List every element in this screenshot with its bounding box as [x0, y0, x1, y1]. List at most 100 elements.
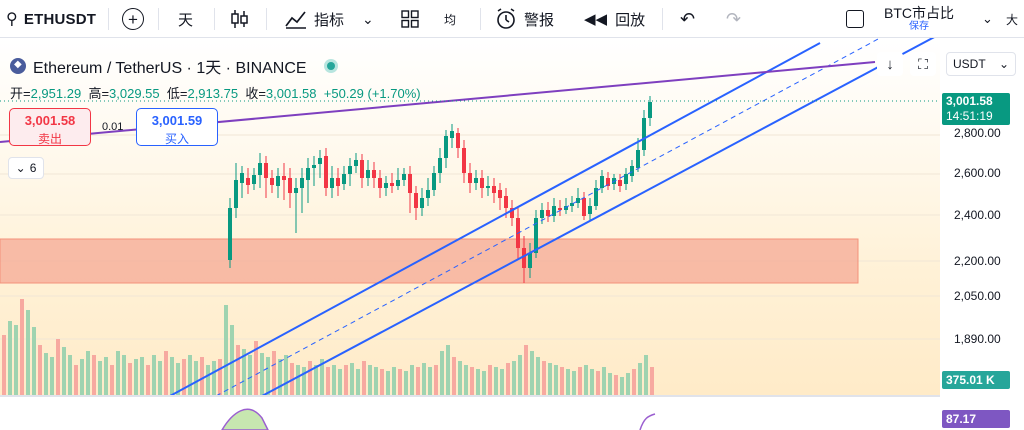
volume-bar: [302, 367, 306, 395]
volume-bar: [614, 375, 618, 395]
alert-button[interactable]: 警报: [494, 0, 554, 38]
checkbox-icon: [846, 10, 864, 28]
candle-body: [504, 196, 508, 208]
scroll-to-latest-button[interactable]: ↓: [877, 52, 903, 76]
redo-button[interactable]: ↷: [726, 0, 741, 38]
candle-body: [300, 178, 304, 188]
divider: [266, 8, 267, 30]
volume-bar: [536, 357, 540, 395]
price-chart[interactable]: [0, 38, 940, 430]
layout-button[interactable]: [400, 0, 420, 38]
volume-bar: [272, 351, 276, 395]
axis-tick: 1,890.00: [954, 332, 1001, 346]
average-button[interactable]: 均: [444, 0, 456, 38]
fullscreen-toggle-button[interactable]: ⛶: [910, 52, 936, 76]
symbol-search[interactable]: ⚲ ETHUSDT: [6, 0, 96, 38]
volume-bar: [68, 355, 72, 395]
volume-bar: [500, 369, 504, 395]
candle-body: [522, 248, 526, 268]
volume-bar: [74, 365, 78, 395]
sell-button[interactable]: 3,001.58 卖出: [9, 108, 91, 146]
candle-body: [384, 183, 388, 188]
chevron-down-icon: ⌄: [362, 10, 374, 27]
alert-label: 警报: [524, 11, 555, 29]
spread-value: 0.01: [102, 121, 124, 133]
symbol-legend[interactable]: Ethereum / TetherUS · 1天 · BINANCE: [10, 54, 335, 78]
candle-body: [450, 131, 454, 138]
volume-bar: [230, 325, 234, 395]
sell-label: 卖出: [37, 132, 62, 146]
divider: [108, 8, 109, 30]
volume-bar: [320, 359, 324, 395]
volume-bar: [86, 351, 90, 395]
volume-bar: [488, 365, 492, 395]
chevron-down-icon: ⌄: [982, 11, 993, 26]
candle-body: [312, 165, 316, 168]
candle-body: [468, 173, 472, 183]
candle-body: [600, 176, 604, 188]
chart-type-button[interactable]: [230, 0, 250, 38]
volume-bar: [602, 367, 606, 395]
volume-bar: [314, 365, 318, 395]
volume-bar: [632, 369, 636, 395]
channel-upper-line: [169, 42, 821, 397]
volume-bar: [224, 305, 228, 395]
volume-bar: [14, 325, 18, 395]
volume-bar: [374, 367, 378, 395]
volume-bar: [254, 341, 258, 395]
candle-body: [606, 178, 610, 186]
indicator-curve: [221, 408, 269, 430]
compare-button[interactable]: +: [122, 0, 144, 38]
volume-bar: [380, 369, 384, 395]
volume-bar: [446, 345, 450, 395]
candle-body: [318, 158, 322, 164]
axis-tick: 2,050.00: [954, 289, 1001, 303]
volume-bar: [416, 367, 420, 395]
candle-body: [474, 178, 478, 183]
fullscreen-button[interactable]: 大: [1006, 0, 1018, 38]
candle-body: [402, 174, 406, 180]
volume-bar: [620, 377, 624, 395]
replay-button[interactable]: ◀◀ 回放: [584, 0, 645, 38]
replay-label: 回放: [615, 11, 646, 29]
indicators-collapse-button[interactable]: ⌄ 6: [8, 157, 44, 179]
candle-body: [414, 193, 418, 208]
indicators-button[interactable]: 指标 ⌄: [284, 0, 374, 38]
candle-body: [546, 210, 550, 216]
layout-save-button[interactable]: BTC市占比 保存: [884, 0, 954, 38]
layout-menu-button[interactable]: ⌄: [982, 0, 993, 38]
volume-bar: [530, 351, 534, 395]
close-value: 3,001.58: [265, 86, 317, 101]
candle-body: [552, 206, 556, 216]
buy-button[interactable]: 3,001.59 买入: [136, 108, 218, 146]
save-checkbox[interactable]: [846, 0, 864, 38]
chart-pane[interactable]: [0, 38, 940, 430]
volume-bar: [368, 365, 372, 395]
candle-body: [618, 180, 622, 186]
volume-bar: [182, 359, 186, 395]
candle-body: [438, 158, 442, 173]
legend-title: Ethereum / TetherUS · 1天 · BINANCE: [33, 60, 307, 77]
currency-select[interactable]: USDT ⌄: [946, 52, 1016, 76]
volume-bar: [482, 371, 486, 395]
volume-bar: [638, 363, 642, 395]
volume-bar: [110, 365, 114, 395]
open-label: 开=: [10, 86, 31, 101]
candle-body: [354, 160, 358, 166]
undo-button[interactable]: ↶: [680, 0, 695, 38]
replay-icon: ◀◀: [584, 11, 608, 28]
candle-body: [378, 178, 382, 188]
volume-bar: [512, 361, 516, 395]
volume-bar: [44, 353, 48, 395]
candle-body: [228, 208, 232, 260]
candle-body: [390, 183, 394, 186]
interval-button[interactable]: 天: [178, 0, 193, 38]
divider: [158, 8, 159, 30]
candle-body: [576, 198, 580, 203]
volume-bar: [350, 363, 354, 395]
volume-bar: [194, 361, 198, 395]
volume-bar: [176, 363, 180, 395]
volume-bar: [284, 355, 288, 395]
candle-body: [444, 136, 448, 158]
candle-body: [510, 208, 514, 218]
